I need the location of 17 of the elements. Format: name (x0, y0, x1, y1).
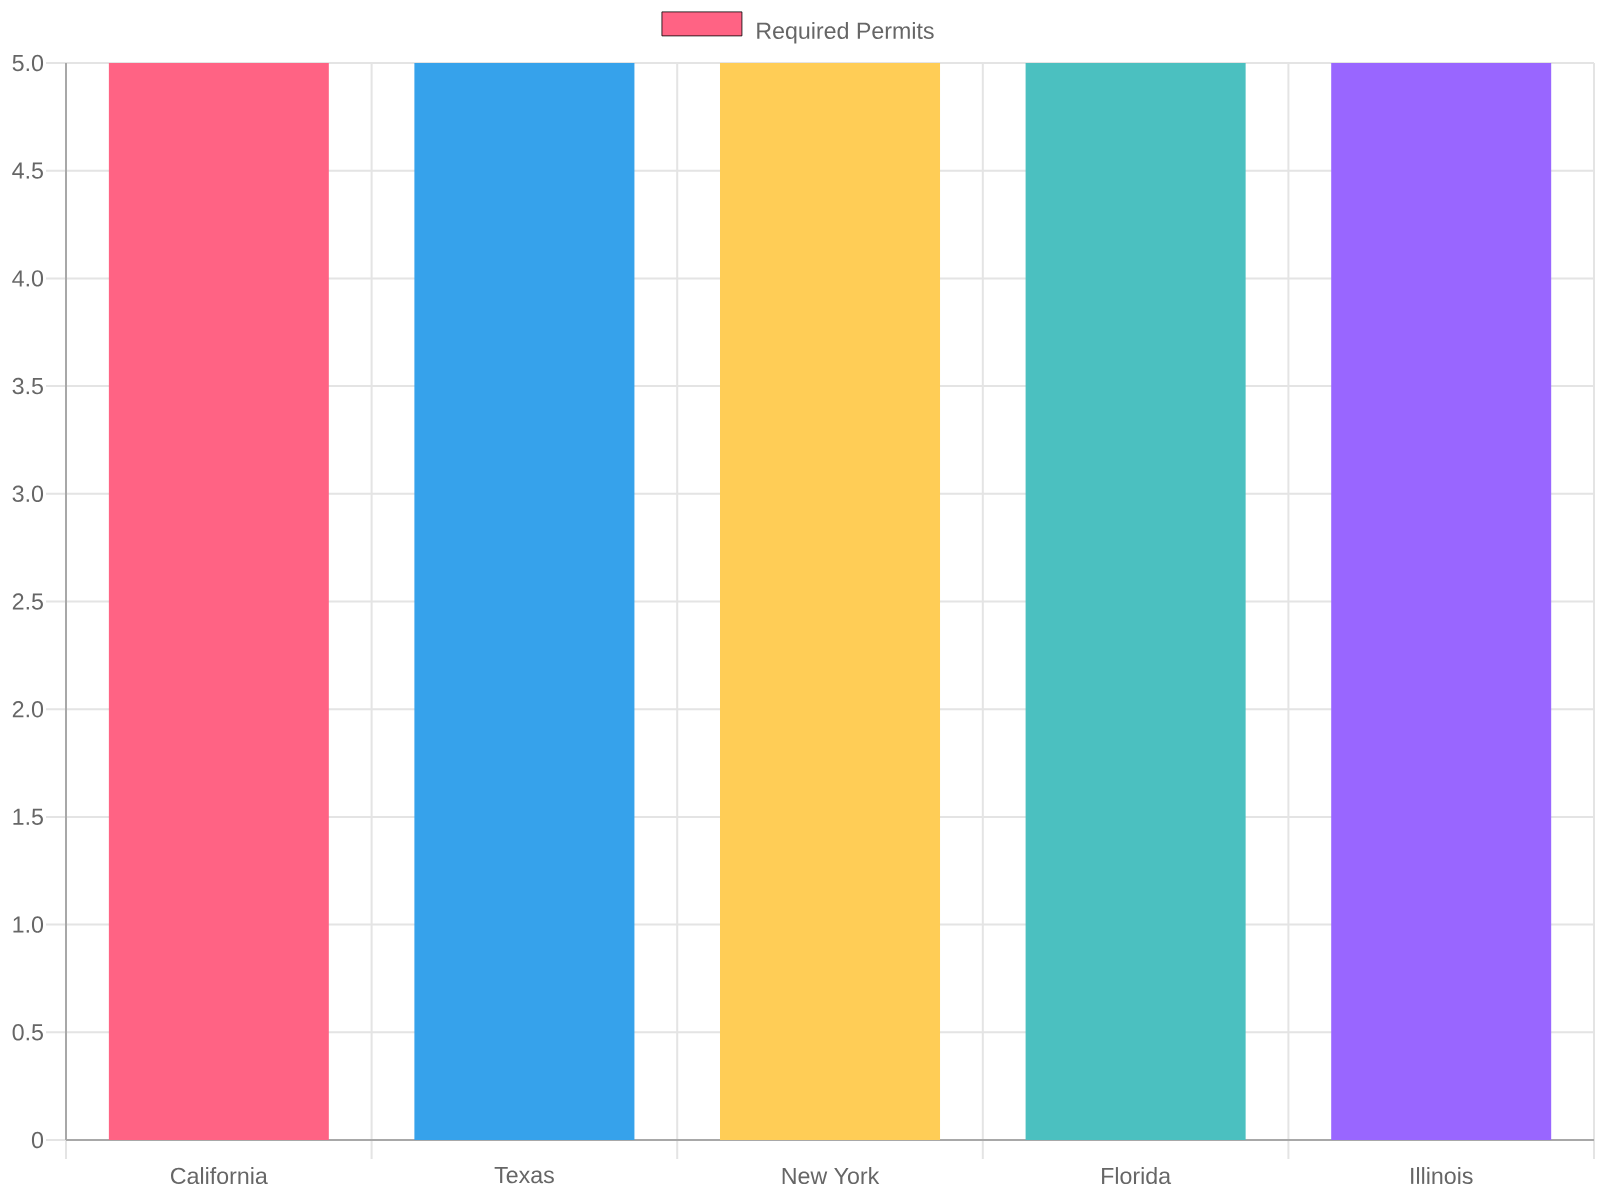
y-tick-label: 2.0 (12, 700, 44, 718)
y-tick-label: 1.5 (13, 808, 43, 825)
x-tick-label: New York (782, 1167, 880, 1185)
y-tick-label: 4.0 (12, 270, 44, 287)
x-tick-label: Texas (494, 1167, 554, 1184)
x-tick-label: Florida (1102, 1167, 1172, 1185)
y-tick-label: 2.5 (12, 593, 43, 610)
y-tick-label: 4.5 (12, 162, 43, 179)
y-tick-label: 0.5 (12, 1024, 43, 1041)
y-tick-label: 3.0 (12, 485, 44, 502)
y-tick-label: 3.5 (12, 377, 43, 395)
x-tick-label: Illinois (1411, 1167, 1473, 1185)
y-tick-label: 1.0 (13, 916, 44, 933)
y-tick-label: 0 (31, 1131, 44, 1149)
x-tick-label: California (171, 1167, 268, 1185)
y-tick-label: 5.0 (12, 54, 44, 72)
legend-label: Required Permits (757, 21, 934, 44)
